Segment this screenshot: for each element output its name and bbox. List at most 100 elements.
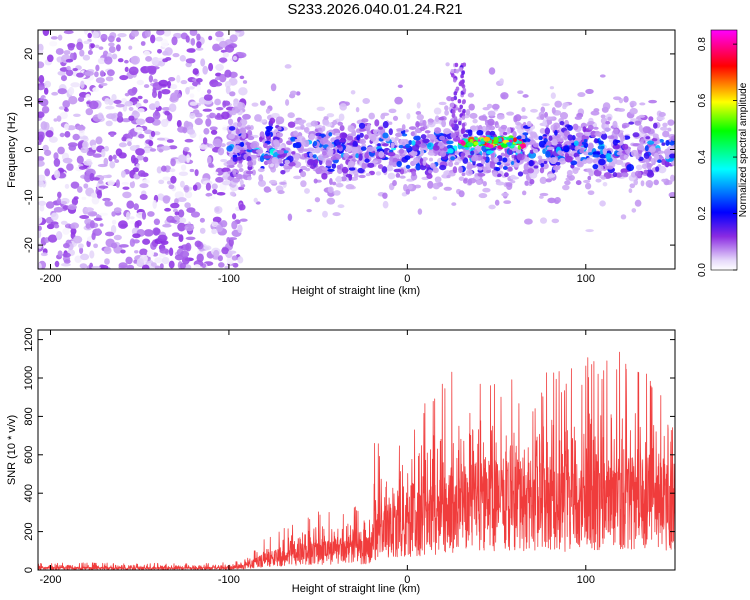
heatmap-cell <box>309 152 313 158</box>
heatmap-cell <box>170 175 177 184</box>
heatmap-cell <box>500 124 508 130</box>
heatmap-cell <box>220 49 228 53</box>
heatmap-cell <box>470 150 475 156</box>
heatmap-cell <box>522 132 529 136</box>
heatmap-cell <box>189 30 198 37</box>
heatmap-cell <box>119 75 129 81</box>
heatmap-cell <box>104 56 113 65</box>
heatmap-cell <box>108 155 113 162</box>
heatmap-cell <box>480 141 485 145</box>
spectrogram-x-label: Height of straight line (km) <box>292 285 420 297</box>
heatmap-cell <box>185 242 192 252</box>
heatmap-cell <box>196 41 202 49</box>
heatmap-cell <box>382 143 389 147</box>
heatmap-cell <box>97 57 106 65</box>
heatmap-cell <box>370 135 377 142</box>
heatmap-cell <box>213 205 223 214</box>
heatmap-cell <box>97 163 108 168</box>
spectrogram-y-ticks: -20 -10 0 10 20 <box>23 48 675 253</box>
heatmap-cell <box>235 128 240 135</box>
heatmap-cell <box>631 208 637 213</box>
heatmap-cell <box>241 131 247 139</box>
heatmap-cell <box>185 35 190 43</box>
heatmap-cell <box>592 163 599 170</box>
heatmap-cell <box>129 180 136 189</box>
heatmap-cell <box>179 54 186 62</box>
heatmap-cell <box>352 140 358 147</box>
heatmap-cell <box>208 163 214 168</box>
heatmap-cell <box>206 156 212 165</box>
heatmap-cell <box>134 126 144 133</box>
heatmap-cell <box>500 143 508 148</box>
heatmap-cell <box>272 136 280 141</box>
heatmap-cell <box>133 203 139 211</box>
heatmap-cell <box>277 190 285 195</box>
heatmap-cell <box>458 67 463 72</box>
heatmap-cell <box>190 211 201 218</box>
heatmap-cell <box>182 127 188 134</box>
heatmap-cell <box>98 185 109 189</box>
heatmap-cell <box>427 142 432 148</box>
heatmap-cell <box>567 134 573 141</box>
heatmap-cell <box>577 92 586 98</box>
heatmap-cell <box>650 158 655 164</box>
heatmap-cell <box>573 140 579 147</box>
heatmap-cell <box>653 152 660 160</box>
heatmap-cell <box>105 105 115 110</box>
heatmap-cell <box>60 262 71 267</box>
heatmap-cell <box>555 161 561 166</box>
snr-y-label: SNR (10 * v/v) <box>6 415 18 485</box>
heatmap-cell <box>194 112 203 118</box>
heatmap-cell <box>411 144 420 152</box>
heatmap-cell <box>454 62 459 68</box>
heatmap-cell <box>493 157 499 163</box>
heatmap-cell <box>462 133 469 138</box>
heatmap-cell <box>503 200 512 205</box>
heatmap-cell <box>420 134 427 140</box>
heatmap-cells <box>38 30 675 269</box>
heatmap-cell <box>171 36 178 46</box>
heatmap-cell <box>247 129 253 136</box>
heatmap-cell <box>84 173 92 183</box>
heatmap-cell <box>228 133 236 140</box>
heatmap-cell <box>460 156 465 160</box>
heatmap-cell <box>546 146 555 151</box>
heatmap-cell <box>96 190 103 199</box>
heatmap-cell <box>516 153 523 161</box>
heatmap-cell <box>38 229 42 239</box>
heatmap-cell <box>338 113 345 121</box>
spectrogram-x-ticks: -200 -100 0 100 <box>39 30 595 285</box>
heatmap-cell <box>620 172 629 177</box>
heatmap-cell <box>660 126 668 131</box>
heatmap-cell <box>382 132 389 139</box>
snr-panel: -200 -100 0 100 0 200 400 600 800 1000 1200 Heigh… <box>6 327 676 595</box>
heatmap-cell <box>347 160 355 168</box>
heatmap-cell <box>482 187 491 193</box>
heatmap-cell <box>150 130 156 138</box>
heatmap-cell <box>364 158 370 163</box>
heatmap-cell <box>469 112 478 119</box>
heatmap-cell <box>529 171 538 179</box>
heatmap-cell <box>598 140 604 145</box>
heatmap-cell <box>549 86 555 90</box>
heatmap-cell <box>209 112 216 118</box>
heatmap-cell <box>92 87 100 93</box>
heatmap-cell <box>521 190 527 196</box>
heatmap-cell <box>83 40 90 45</box>
heatmap-cell <box>471 154 479 162</box>
heatmap-cell <box>562 184 570 191</box>
heatmap-cell <box>326 113 335 118</box>
heatmap-cell <box>439 164 447 171</box>
heatmap-cell <box>114 159 120 164</box>
heatmap-cell <box>626 163 635 172</box>
heatmap-cell <box>110 242 118 249</box>
heatmap-cell <box>196 33 201 41</box>
heatmap-cell <box>159 248 170 254</box>
heatmap-cell <box>417 208 423 215</box>
heatmap-cell <box>476 129 484 136</box>
heatmap-cell <box>125 256 133 265</box>
heatmap-cell <box>590 110 600 116</box>
heatmap-cell <box>128 45 133 50</box>
heatmap-cell <box>603 127 612 132</box>
heatmap-cell <box>613 128 619 135</box>
